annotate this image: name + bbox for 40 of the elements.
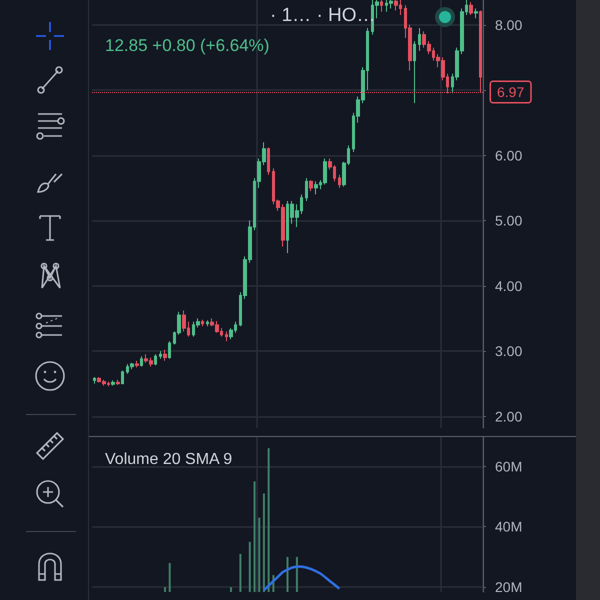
y-tick-label: 4.00 xyxy=(495,278,522,294)
candlestick xyxy=(389,0,393,9)
candlestick xyxy=(116,379,120,386)
candlestick xyxy=(418,28,421,52)
candlestick xyxy=(469,1,473,16)
y-tick-label: 5.00 xyxy=(495,212,522,229)
candlestick xyxy=(474,8,478,19)
y-tick-label: 8.00 xyxy=(495,16,522,33)
candlestick xyxy=(338,174,341,188)
candlestick xyxy=(323,158,327,186)
line-series xyxy=(262,565,341,592)
candlestick xyxy=(380,0,383,12)
candlestick xyxy=(309,180,313,192)
y-tick-label: 3.00 xyxy=(495,343,522,360)
y-tick-label: 20M xyxy=(495,579,522,596)
y-tick-label: 60M xyxy=(495,458,522,474)
candlestick xyxy=(135,360,139,368)
candlestick xyxy=(159,350,162,360)
candlestick xyxy=(225,330,228,342)
y-tick-label: 6.00 xyxy=(495,147,522,164)
y-tick-label: 40M xyxy=(495,518,522,535)
candlestick xyxy=(267,146,270,176)
candlestick xyxy=(413,40,416,104)
candlestick xyxy=(163,349,167,362)
candlestick xyxy=(130,362,134,370)
y-tick-label: 2.00 xyxy=(495,408,522,424)
candlestick xyxy=(168,340,171,360)
candlestick xyxy=(206,320,209,327)
annotation: 12.85 +0.80 (+6.64%) xyxy=(105,36,270,56)
ref-line-label: 6.97 xyxy=(497,84,524,100)
candlestick xyxy=(140,356,143,368)
candlestick xyxy=(314,180,318,195)
candlestick xyxy=(111,380,115,386)
candlestick xyxy=(305,178,308,202)
text: Volume 20 SMA 9 xyxy=(105,451,232,469)
candlestick xyxy=(201,319,204,327)
candlestick xyxy=(394,0,398,11)
candlestick xyxy=(121,370,124,385)
candlestick xyxy=(154,354,157,366)
candlestick xyxy=(93,376,96,384)
